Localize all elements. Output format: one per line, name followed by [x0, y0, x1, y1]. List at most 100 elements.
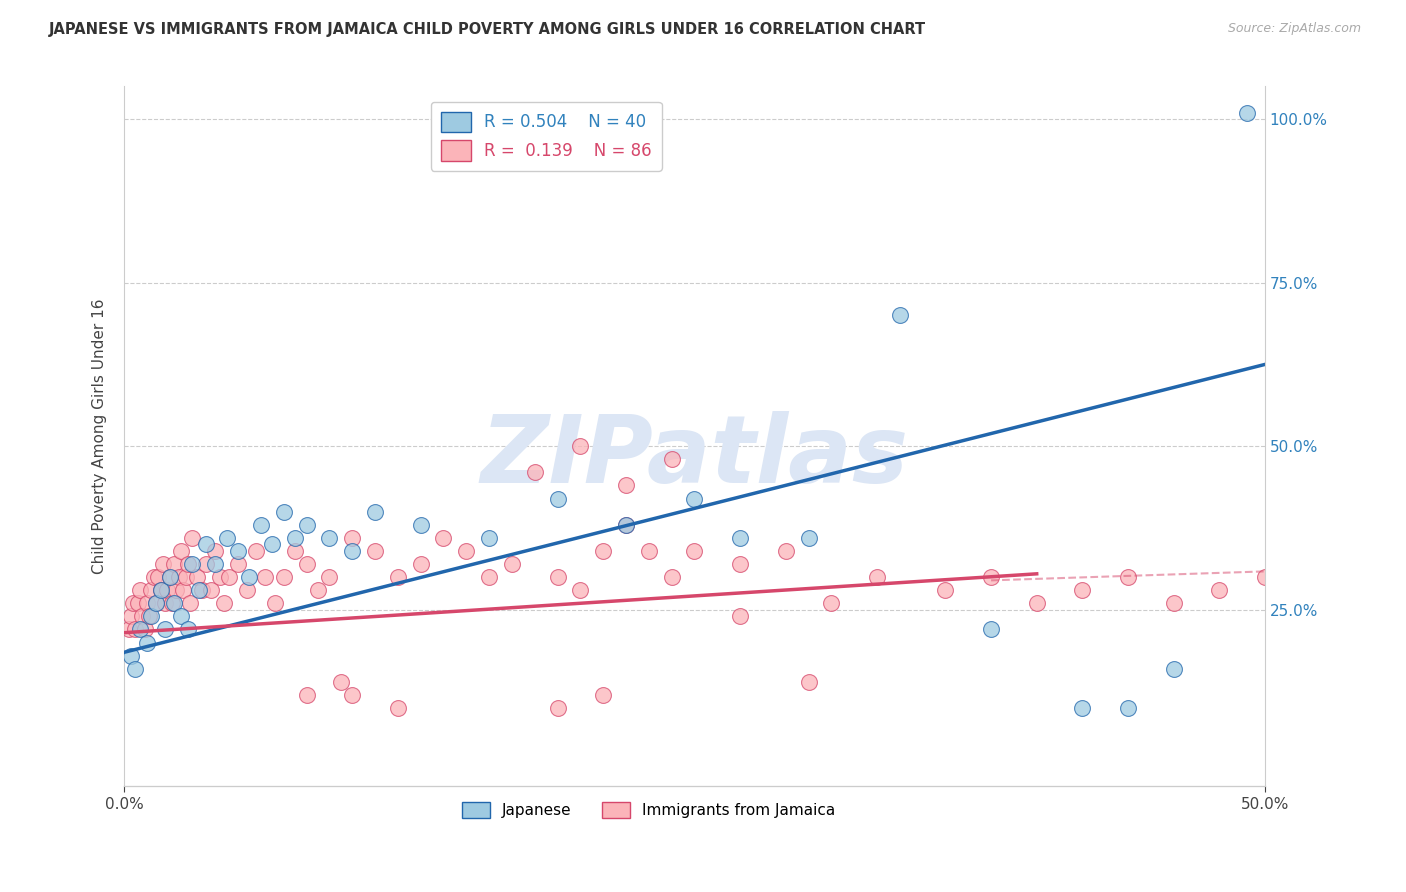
Point	[124, 662, 146, 676]
Point	[592, 544, 614, 558]
Point	[177, 623, 200, 637]
Point	[127, 596, 149, 610]
Point	[174, 570, 197, 584]
Point	[501, 557, 523, 571]
Point	[614, 517, 637, 532]
Point	[820, 596, 842, 610]
Point	[295, 557, 318, 571]
Point	[195, 537, 218, 551]
Text: Source: ZipAtlas.com: Source: ZipAtlas.com	[1227, 22, 1361, 36]
Point	[456, 544, 478, 558]
Point	[1163, 596, 1185, 610]
Point	[226, 544, 249, 558]
Point	[204, 557, 226, 571]
Point	[152, 557, 174, 571]
Point	[547, 570, 569, 584]
Point	[866, 570, 889, 584]
Point	[181, 531, 204, 545]
Point	[728, 557, 751, 571]
Point	[238, 570, 260, 584]
Point	[200, 583, 222, 598]
Point	[592, 688, 614, 702]
Point	[432, 531, 454, 545]
Point	[797, 674, 820, 689]
Point	[117, 623, 139, 637]
Point	[934, 583, 956, 598]
Point	[245, 544, 267, 558]
Point	[186, 570, 208, 584]
Point	[340, 688, 363, 702]
Point	[135, 635, 157, 649]
Point	[204, 544, 226, 558]
Point	[131, 609, 153, 624]
Point	[318, 570, 340, 584]
Point	[124, 623, 146, 637]
Point	[262, 537, 284, 551]
Point	[120, 609, 142, 624]
Point	[142, 570, 165, 584]
Point	[153, 623, 176, 637]
Point	[236, 583, 259, 598]
Point	[683, 544, 706, 558]
Point	[145, 596, 167, 610]
Point	[170, 544, 193, 558]
Point	[728, 609, 751, 624]
Point	[387, 701, 409, 715]
Point	[170, 609, 193, 624]
Point	[190, 583, 212, 598]
Point	[120, 648, 142, 663]
Point	[159, 570, 181, 584]
Point	[318, 531, 340, 545]
Point	[661, 452, 683, 467]
Point	[129, 583, 152, 598]
Point	[134, 623, 156, 637]
Point	[214, 596, 236, 610]
Point	[250, 517, 273, 532]
Point	[218, 570, 240, 584]
Point	[295, 517, 318, 532]
Point	[208, 570, 231, 584]
Point	[215, 531, 238, 545]
Point	[1025, 596, 1047, 610]
Point	[683, 491, 706, 506]
Point	[177, 557, 200, 571]
Point	[141, 609, 163, 624]
Point	[263, 596, 285, 610]
Point	[409, 557, 432, 571]
Point	[728, 531, 751, 545]
Point	[340, 544, 363, 558]
Point	[163, 596, 186, 610]
Point	[188, 583, 211, 598]
Point	[160, 596, 183, 610]
Point	[156, 583, 179, 598]
Point	[153, 596, 176, 610]
Point	[166, 583, 188, 598]
Point	[159, 570, 181, 584]
Point	[1071, 701, 1094, 715]
Point	[614, 478, 637, 492]
Point	[148, 570, 170, 584]
Point	[179, 596, 201, 610]
Point	[340, 531, 363, 545]
Point	[547, 491, 569, 506]
Point	[329, 674, 352, 689]
Point	[295, 688, 318, 702]
Text: ZIPatlas: ZIPatlas	[481, 411, 908, 503]
Point	[135, 596, 157, 610]
Point	[254, 570, 277, 584]
Point	[637, 544, 659, 558]
Point	[364, 505, 387, 519]
Point	[149, 583, 172, 598]
Point	[284, 544, 307, 558]
Point	[129, 623, 152, 637]
Point	[569, 583, 592, 598]
Point	[1254, 570, 1277, 584]
Point	[775, 544, 797, 558]
Point	[145, 596, 167, 610]
Point	[1116, 701, 1139, 715]
Point	[661, 570, 683, 584]
Point	[273, 505, 295, 519]
Legend: Japanese, Immigrants from Jamaica: Japanese, Immigrants from Jamaica	[457, 796, 841, 824]
Point	[364, 544, 387, 558]
Point	[141, 583, 163, 598]
